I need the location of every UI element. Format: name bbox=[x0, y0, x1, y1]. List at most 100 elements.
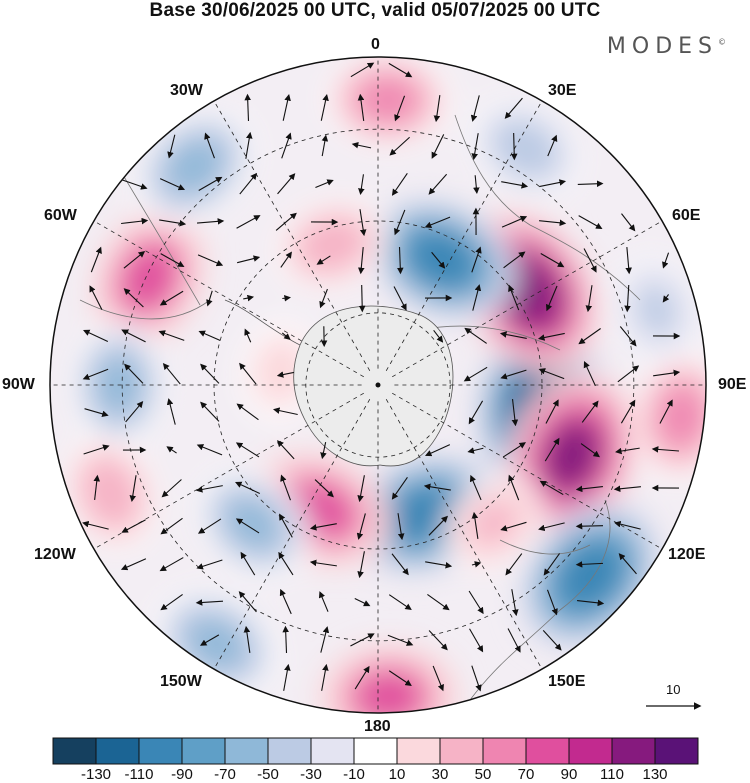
colorbar-tick-label: 110 bbox=[600, 766, 624, 783]
wind-arrow bbox=[129, 475, 137, 503]
wind-arrow bbox=[200, 363, 220, 384]
wind-arrow bbox=[166, 398, 176, 425]
wind-arrow bbox=[469, 628, 484, 653]
colorbar-swatch bbox=[439, 737, 484, 765]
wind-arrow bbox=[619, 326, 637, 347]
anomaly-blob bbox=[543, 419, 602, 493]
wind-arrow bbox=[539, 480, 564, 496]
wind-arrow bbox=[121, 217, 149, 225]
lon-label-0: 0 bbox=[371, 36, 380, 53]
wind-arrow bbox=[397, 513, 405, 541]
anomaly-blob bbox=[391, 487, 460, 542]
wind-arrow bbox=[614, 520, 641, 530]
wind-arrow bbox=[282, 94, 291, 121]
wind-arrow bbox=[508, 474, 520, 501]
wind-arrow bbox=[309, 523, 337, 531]
colorbar-swatch bbox=[611, 737, 656, 765]
wind-arrow bbox=[159, 219, 187, 227]
wind-vectors bbox=[82, 62, 681, 692]
antarctica bbox=[224, 299, 454, 467]
coastline bbox=[499, 539, 591, 555]
wind-arrow bbox=[511, 589, 519, 617]
wind-arrow bbox=[235, 481, 261, 494]
wind-arrow bbox=[393, 286, 407, 311]
wind-arrow bbox=[160, 517, 183, 535]
meridian-line bbox=[93, 220, 364, 378]
anomaly-blob bbox=[123, 247, 175, 309]
wind-arrow bbox=[93, 474, 101, 501]
latitude-circle bbox=[305, 312, 451, 458]
wind-arrow bbox=[82, 368, 109, 380]
wind-arrow bbox=[357, 475, 365, 503]
wind-arrow bbox=[358, 284, 366, 313]
colorbar-swatch bbox=[267, 737, 312, 765]
wind-arrow bbox=[82, 520, 109, 530]
wind-arrow bbox=[473, 175, 480, 195]
meridian-line bbox=[213, 100, 371, 371]
lon-label-150w: 150W bbox=[160, 673, 202, 690]
coastline bbox=[454, 114, 641, 301]
wind-arrow bbox=[196, 218, 225, 225]
antarctica-landmass bbox=[293, 305, 454, 467]
wind-arrow bbox=[197, 518, 222, 534]
wind-arrow bbox=[501, 181, 529, 189]
wind-arrow bbox=[273, 407, 298, 416]
wind-arrow bbox=[394, 209, 406, 236]
wind-arrow bbox=[500, 521, 527, 532]
wind-arrow bbox=[427, 594, 450, 611]
coastline bbox=[469, 499, 611, 701]
lon-label-30e: 30E bbox=[548, 82, 577, 99]
wind-arrow bbox=[583, 360, 596, 387]
anomaly-blob bbox=[188, 619, 244, 669]
wind-arrow bbox=[276, 371, 294, 378]
wind-arrow bbox=[283, 663, 291, 691]
antarctic-peninsula bbox=[224, 299, 301, 346]
wind-arrow bbox=[244, 93, 252, 122]
wind-arrow bbox=[196, 444, 223, 456]
wind-arrow bbox=[280, 251, 292, 268]
wind-arrow bbox=[547, 134, 558, 157]
wind-arrow bbox=[583, 248, 597, 273]
wind-arrow bbox=[245, 131, 253, 159]
wind-arrow bbox=[282, 294, 291, 302]
colorbar-swatch bbox=[181, 737, 226, 765]
wind-arrow bbox=[543, 553, 561, 576]
wind-arrow bbox=[238, 591, 257, 613]
wind-arrow bbox=[204, 132, 215, 159]
colorbar-tick-label: -10 bbox=[343, 766, 365, 783]
lon-label-90e: 90E bbox=[718, 376, 747, 393]
colorbar-tick-label: 30 bbox=[431, 766, 449, 783]
wind-arrow bbox=[278, 551, 294, 576]
wind-arrow bbox=[318, 591, 329, 612]
colorbar-tick-label: -70 bbox=[214, 766, 236, 783]
lon-label-120w: 120W bbox=[34, 546, 76, 563]
wind-arrow bbox=[469, 474, 482, 501]
wind-arrow bbox=[538, 522, 565, 532]
wind-arrow bbox=[196, 559, 223, 570]
wind-arrow bbox=[243, 625, 251, 653]
lon-label-180: 180 bbox=[364, 718, 391, 735]
wind-arrow bbox=[314, 479, 334, 498]
wind-arrow bbox=[624, 284, 631, 313]
wind-arrow bbox=[391, 553, 409, 576]
wind-arrow bbox=[431, 134, 445, 159]
wind-arrow bbox=[167, 134, 176, 159]
wind-arrow bbox=[235, 442, 260, 458]
wind-arrow bbox=[471, 133, 479, 161]
lon-label-30w: 30W bbox=[170, 82, 203, 99]
wind-arrow bbox=[279, 513, 293, 538]
anomaly-blob bbox=[472, 502, 516, 544]
wind-arrow bbox=[200, 401, 220, 422]
wind-arrow bbox=[315, 179, 334, 189]
wind-arrow bbox=[433, 95, 441, 123]
wind-arrow bbox=[199, 634, 220, 646]
colorbar-tick-label: -130 bbox=[80, 766, 112, 783]
colorbar-tick-label: 90 bbox=[560, 766, 578, 783]
wind-arrow bbox=[319, 288, 328, 309]
wind-arrow bbox=[423, 483, 451, 491]
wind-arrow bbox=[239, 172, 258, 195]
lon-label-60e: 60E bbox=[672, 207, 701, 224]
brand-logo: MODES© bbox=[607, 34, 726, 59]
meridian-line bbox=[392, 220, 663, 378]
colorbar-tick-label: 50 bbox=[474, 766, 492, 783]
